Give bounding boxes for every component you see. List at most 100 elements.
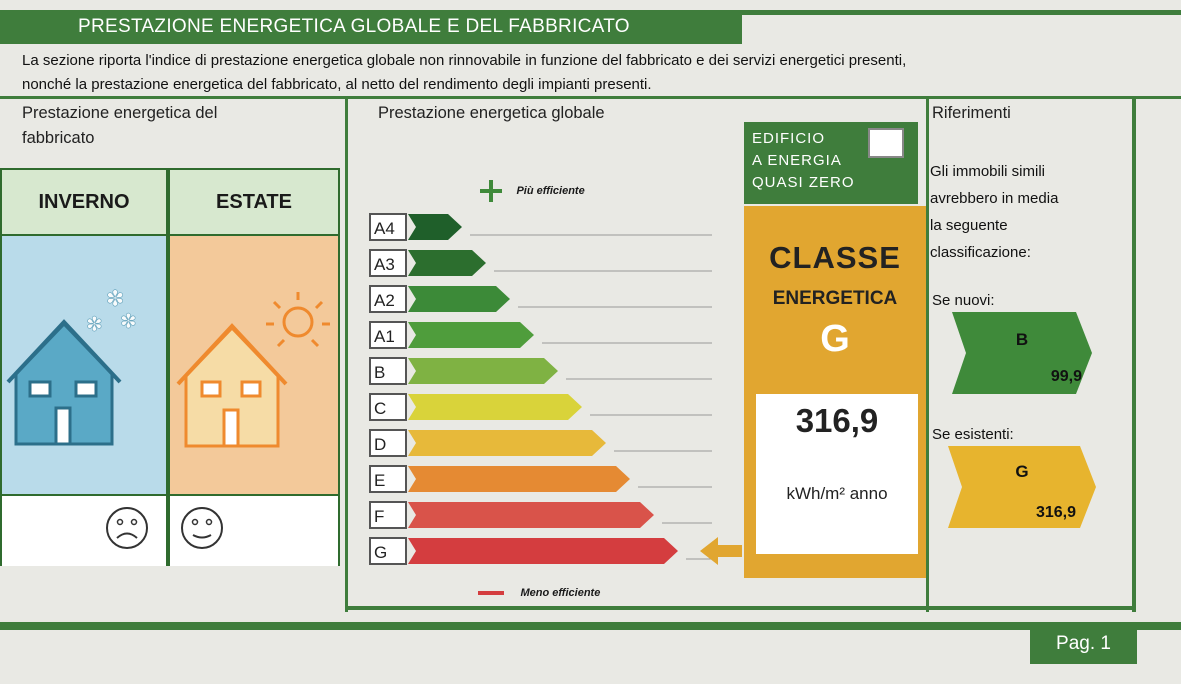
new-class: B: [1015, 330, 1029, 349]
nzeb-box: EDIFICIO A ENERGIA QUASI ZERO: [744, 122, 918, 204]
class-bar: [408, 538, 678, 564]
winter-label: INVERNO: [2, 170, 166, 236]
class-bar: [408, 214, 462, 240]
class-bar: [408, 322, 534, 348]
winter-rating-area: [2, 496, 166, 566]
page-number: Pag. 1: [1030, 624, 1137, 664]
nzeb-line-3: QUASI ZERO: [752, 174, 855, 191]
less-efficient-label: Meno efficiente: [520, 586, 601, 599]
minus-icon: [478, 590, 504, 595]
class-bar: [408, 394, 582, 420]
more-efficient-row: Più efficiente: [478, 178, 585, 204]
class-bar: [408, 430, 606, 456]
fabbricato-heading-1: Prestazione energetica del: [22, 104, 218, 122]
class-label: F: [374, 507, 384, 526]
winter-house-area: ✽ ✽ ✽: [2, 236, 166, 496]
summer-house-icon: [176, 292, 330, 448]
class-bar: [408, 286, 510, 312]
riferimenti-text-1: Gli immobili simili: [930, 163, 1045, 180]
nzeb-checkbox[interactable]: [868, 128, 904, 158]
svg-text:✽: ✽: [106, 287, 124, 312]
class-label: A1: [374, 327, 395, 346]
globale-heading: Prestazione energetica globale: [378, 104, 605, 122]
energy-class-row: B: [369, 357, 712, 385]
classe-value: G: [820, 318, 850, 360]
existing-class-arrow-shape: [948, 446, 1096, 528]
winter-house-icon: ✽ ✽ ✽: [6, 287, 137, 446]
frame-bottom: [345, 606, 1136, 610]
class-bar: [408, 466, 630, 492]
class-label-box: [369, 429, 407, 457]
riferimenti-text-2: avrebbero in media: [930, 190, 1059, 207]
class-label-box: [369, 213, 407, 241]
riferimenti-heading: Riferimenti: [932, 104, 1011, 122]
frame-right: [1132, 96, 1136, 612]
energy-class-row: A4: [369, 213, 712, 241]
reference-arrow-fill: [952, 312, 1092, 394]
more-efficient-label: Più efficiente: [516, 185, 585, 197]
header-rule: [742, 10, 1181, 15]
nzeb-line-1: EDIFICIO: [752, 130, 826, 147]
divider-left: [345, 96, 348, 612]
class-label-box: [369, 321, 407, 349]
class-label: A2: [374, 291, 395, 310]
nzeb-line-2: A ENERGIA: [752, 152, 842, 169]
existing-class: G: [1015, 462, 1029, 481]
existing-class-arrow: G 316,9: [948, 446, 1096, 528]
existing-label: Se esistenti:: [932, 426, 1014, 443]
intro-line-1: La sezione riporta l'indice di prestazio…: [22, 52, 907, 69]
class-label-box: [369, 501, 407, 529]
energy-class-row: A2: [369, 285, 712, 313]
energy-class-row: D: [369, 429, 712, 457]
summer-house-area: [170, 236, 338, 496]
class-label: C: [374, 399, 386, 418]
class-label-box: [369, 393, 407, 421]
class-label: A4: [374, 219, 395, 238]
plus-icon: [480, 180, 502, 202]
class-bar: [408, 502, 654, 528]
classe-subtitle: ENERGETICA: [772, 288, 898, 309]
energy-class-row: E: [369, 465, 712, 493]
class-label-box: [369, 465, 407, 493]
energy-class-row: C: [369, 393, 712, 421]
footer-band: [0, 622, 1181, 630]
classe-index: 316,9: [795, 402, 879, 439]
class-label-box: [369, 357, 407, 385]
new-class-arrow-shape: [952, 312, 1092, 394]
section-title: PRESTAZIONE ENERGETICA GLOBALE E DEL FAB…: [0, 10, 742, 44]
classe-index-box: 316,9 kWh/m² anno: [756, 394, 918, 554]
energy-class-row: F: [369, 501, 712, 529]
riferimenti-text-3: la seguente: [930, 217, 1008, 234]
class-label: G: [374, 543, 387, 562]
riferimenti-text: Gli immobili simili avrebbero in media l…: [930, 158, 1058, 266]
energy-class-row: G: [369, 537, 712, 565]
class-label-box: [369, 249, 407, 277]
class-label: D: [374, 435, 386, 454]
summer-rating-area: [170, 496, 338, 566]
fabbricato-heading-2: fabbricato: [22, 129, 95, 147]
class-bar: [408, 358, 558, 384]
sad-face-icon: [106, 507, 148, 549]
classe-title: CLASSE: [769, 240, 901, 275]
new-value: 99,9: [1050, 368, 1082, 385]
energy-class-row: A1: [369, 321, 712, 349]
svg-text:✽: ✽: [86, 312, 103, 336]
new-label: Se nuovi:: [932, 292, 995, 309]
class-label: A3: [374, 255, 395, 274]
new-class-arrow: B 99,9: [952, 312, 1092, 394]
reference-arrow-fill: [948, 446, 1096, 528]
divider-right: [926, 96, 929, 612]
riferimenti-text-4: classificazione:: [930, 244, 1031, 261]
class-label-box: [369, 537, 407, 565]
neutral-face-icon: [181, 507, 223, 549]
frame-top-rule: [0, 96, 1181, 99]
class-label: B: [374, 363, 385, 382]
svg-text:✽: ✽: [120, 309, 137, 333]
summer-panel: ESTATE: [168, 168, 340, 566]
classe-box: CLASSE ENERGETICA G 316,9 kWh/m² anno: [744, 206, 926, 578]
class-bar: [408, 250, 486, 276]
existing-value: 316,9: [1035, 504, 1076, 521]
energy-class-row: A3: [369, 249, 712, 277]
current-class-pointer: [700, 537, 742, 565]
